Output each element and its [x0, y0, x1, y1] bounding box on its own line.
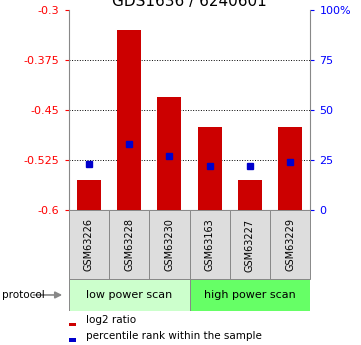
- Text: percentile rank within the sample: percentile rank within the sample: [86, 331, 261, 341]
- Bar: [69, 323, 75, 326]
- FancyBboxPatch shape: [69, 279, 190, 311]
- Text: GSM63163: GSM63163: [205, 219, 215, 271]
- Text: GSM63226: GSM63226: [84, 218, 94, 272]
- Text: GSM63227: GSM63227: [245, 218, 255, 272]
- FancyBboxPatch shape: [149, 210, 190, 279]
- Text: low power scan: low power scan: [86, 290, 172, 300]
- Text: high power scan: high power scan: [204, 290, 296, 300]
- Bar: [197, 127, 222, 210]
- Text: GSM63229: GSM63229: [285, 218, 295, 272]
- Bar: [77, 180, 101, 210]
- FancyBboxPatch shape: [190, 210, 230, 279]
- Bar: [278, 127, 303, 210]
- FancyBboxPatch shape: [109, 210, 149, 279]
- Title: GDS1636 / 6240601: GDS1636 / 6240601: [112, 0, 267, 9]
- Text: GSM63228: GSM63228: [124, 218, 134, 272]
- FancyBboxPatch shape: [230, 210, 270, 279]
- Bar: [238, 180, 262, 210]
- Bar: [157, 97, 182, 210]
- FancyBboxPatch shape: [69, 210, 109, 279]
- Text: GSM63230: GSM63230: [164, 218, 174, 272]
- Bar: [69, 338, 75, 342]
- Text: protocol: protocol: [2, 290, 44, 300]
- FancyBboxPatch shape: [190, 279, 310, 311]
- Text: log2 ratio: log2 ratio: [86, 315, 136, 325]
- FancyBboxPatch shape: [270, 210, 310, 279]
- Bar: [117, 30, 141, 210]
